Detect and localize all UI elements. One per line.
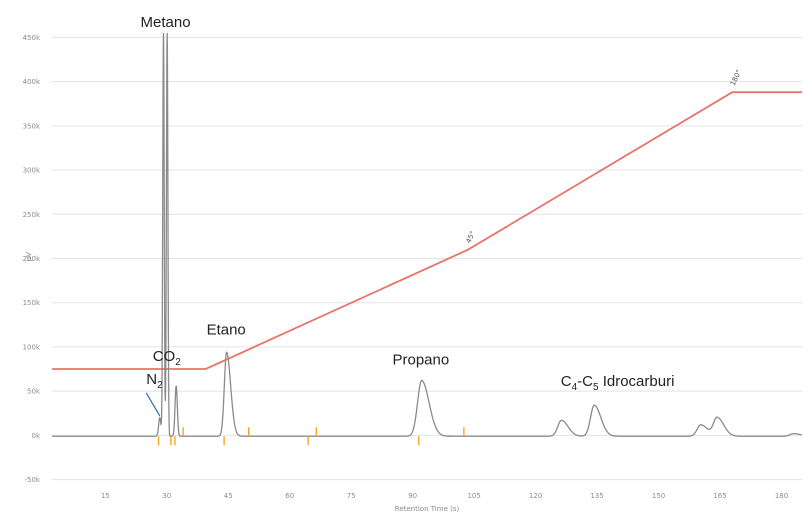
annotation-subscript: 4 — [572, 382, 578, 393]
peak-annotation: N2 — [146, 371, 163, 391]
temperature-label: 180° — [729, 68, 743, 87]
y-tick-label: 150k — [23, 299, 41, 307]
x-tick-label: 60 — [285, 492, 294, 500]
annotation-subscript: 2 — [175, 357, 181, 368]
x-tick-label: 150 — [652, 492, 665, 500]
peak-annotation: Etano — [207, 322, 246, 339]
x-tick-label: 180 — [775, 492, 788, 500]
annotation-text: C — [561, 373, 572, 390]
x-tick-label: 15 — [101, 492, 110, 500]
annotation-subscript: 2 — [157, 380, 163, 391]
annotation-text: Etano — [207, 322, 246, 339]
annotation-text: N — [146, 371, 157, 388]
x-tick-label: 30 — [162, 492, 171, 500]
x-tick-label: 135 — [590, 492, 603, 500]
peak-annotation: Metano — [141, 14, 191, 31]
signal-trace — [52, 32, 802, 437]
x-axis-title: Retention Time (s) — [395, 505, 460, 513]
y-tick-label: 50k — [27, 388, 41, 396]
annotation-text: -C — [577, 373, 593, 390]
temperature-line — [52, 91, 802, 370]
y-tick-label: 450k — [23, 34, 41, 42]
y-tick-label: 0k — [31, 432, 40, 440]
y-tick-label: 400k — [23, 78, 41, 86]
x-tick-label: 45 — [224, 492, 233, 500]
peak-annotation: CO2 — [153, 348, 182, 368]
x-tick-label: 90 — [408, 492, 417, 500]
x-tick-label: 120 — [529, 492, 542, 500]
y-tick-label: 100k — [23, 343, 41, 351]
peak-annotation: C4-C5 Idrocarburi — [561, 373, 675, 393]
y-tick-label: 350k — [23, 122, 41, 130]
temperature-label: 45° — [465, 230, 478, 245]
x-tick-label: 105 — [467, 492, 480, 500]
peak-annotation: Propano — [392, 352, 449, 369]
y-axis-title: µV — [25, 252, 33, 261]
x-tick-label: 75 — [347, 492, 356, 500]
annotation-text: Idrocarburi — [599, 373, 675, 390]
x-tick-label: 165 — [713, 492, 726, 500]
annotation-text: Metano — [141, 14, 191, 31]
y-tick-label: 200k — [23, 255, 41, 263]
y-tick-label: 250k — [23, 211, 41, 219]
annotation-leader-line — [145, 392, 161, 417]
annotation-text: Propano — [392, 352, 449, 369]
y-tick-label: -50k — [25, 476, 41, 484]
annotation-text: CO — [153, 348, 176, 365]
y-tick-label: 300k — [23, 167, 41, 175]
annotation-subscript: 5 — [593, 382, 599, 393]
